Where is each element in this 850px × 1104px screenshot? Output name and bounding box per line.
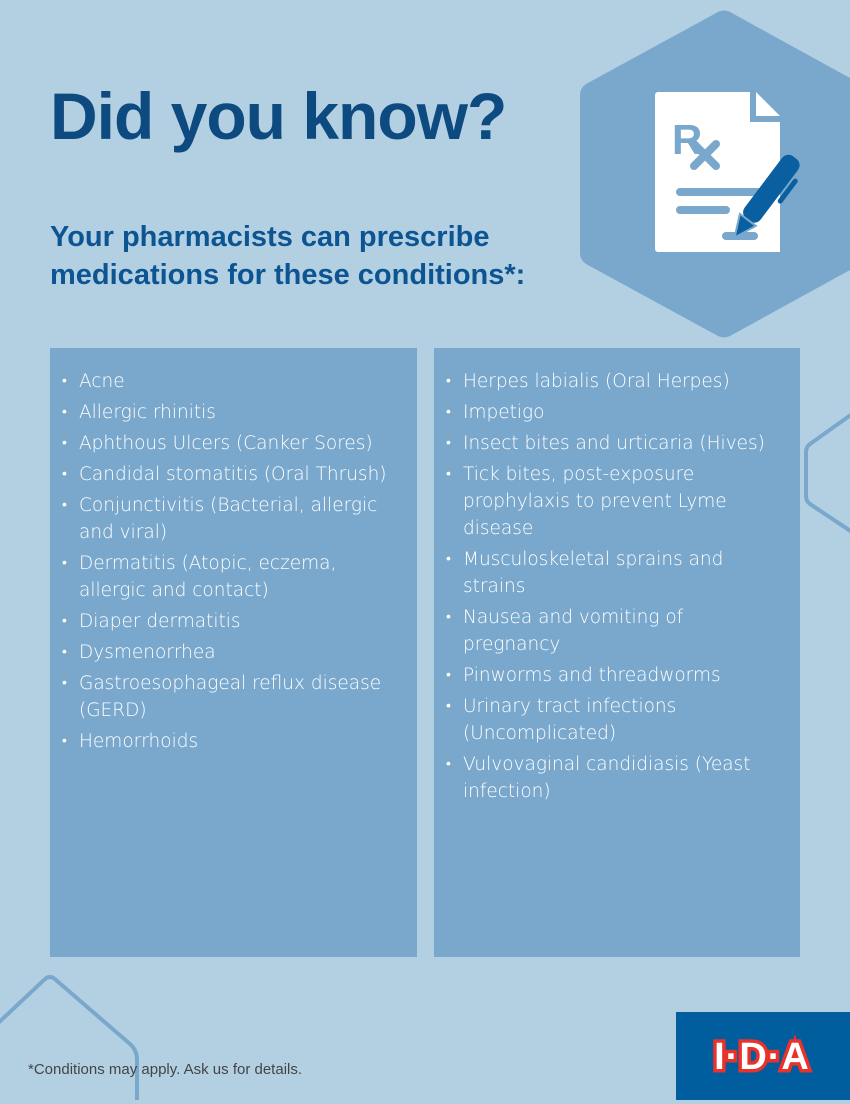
conditions-panel-left: Acne Allergic rhinitis Aphthous Ulcers (Ca…	[50, 348, 417, 957]
condition-item: Musculoskeletal sprains and strains	[446, 546, 784, 600]
svg-text:R: R	[672, 116, 702, 163]
condition-item: Candidal stomatitis (Oral Thrush)	[62, 461, 401, 488]
condition-item: Conjunctivitis (Bacterial, allergic and …	[62, 492, 401, 546]
condition-item: Allergic rhinitis	[62, 399, 401, 426]
condition-item: Herpes labialis (Oral Herpes)	[446, 368, 784, 395]
condition-item: Dermatitis (Atopic, eczema, allergic and…	[62, 550, 401, 604]
conditions-list-right: Herpes labialis (Oral Herpes) Impetigo Ins…	[446, 368, 784, 805]
condition-item: Gastroesophageal reflux disease (GERD)	[62, 670, 401, 724]
condition-item: Diaper dermatitis	[62, 608, 401, 635]
conditions-list-left: Acne Allergic rhinitis Aphthous Ulcers (Ca…	[62, 368, 401, 755]
condition-item: Aphthous Ulcers (Canker Sores)	[62, 430, 401, 457]
ida-logo-text: I·D·A	[714, 1036, 810, 1078]
condition-item: Acne	[62, 368, 401, 395]
condition-item: Tick bites, post-exposure prophylaxis to…	[446, 461, 784, 542]
hexagon-outline-bottom	[0, 975, 139, 1100]
condition-item: Urinary tract infections (Uncomplicated)	[446, 693, 784, 747]
condition-item: Insect bites and urticaria (Hives)	[446, 430, 784, 457]
condition-item: Impetigo	[446, 399, 784, 426]
condition-item: Hemorrhoids	[62, 728, 401, 755]
condition-item: Dysmenorrhea	[62, 639, 401, 666]
ida-logo-mark: I·D·A	[711, 1033, 813, 1082]
page-subtitle: Your pharmacists can prescribe medicatio…	[50, 221, 526, 291]
page-title: Did you know?	[50, 79, 507, 153]
footnote: *Conditions may apply. Ask us for detail…	[28, 1061, 303, 1078]
condition-item: Vulvovaginal candidiasis (Yeast infectio…	[446, 751, 784, 805]
hexagon-outline-right	[804, 412, 850, 534]
condition-item: Pinworms and threadworms	[446, 662, 784, 689]
conditions-panel-right: Herpes labialis (Oral Herpes) Impetigo Ins…	[434, 348, 800, 957]
prescription-pen-icon: R	[655, 92, 800, 252]
ida-logo: I·D·A	[676, 1012, 850, 1100]
condition-item: Nausea and vomiting of pregnancy	[446, 604, 784, 658]
